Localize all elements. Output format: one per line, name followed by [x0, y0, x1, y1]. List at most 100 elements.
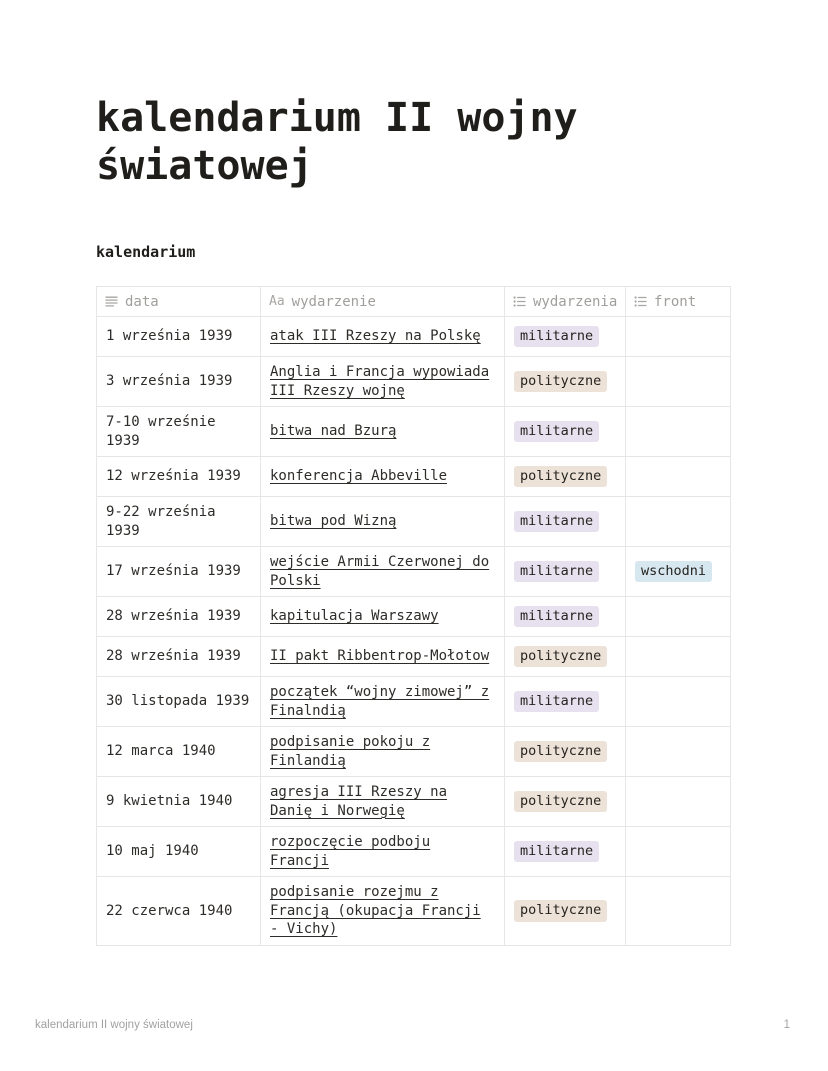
date-cell: 28 września 1939 [96, 596, 261, 637]
date-cell: 12 marca 1940 [96, 726, 261, 777]
date-cell: 28 września 1939 [96, 636, 261, 677]
tag-polityczne: polityczne [514, 370, 608, 393]
database-table: data Aa wydarzenie [96, 286, 731, 946]
event-cell: podpisanie rozejmu z Francją (okupacja F… [260, 876, 505, 946]
front-cell [625, 406, 731, 457]
event-link[interactable]: atak III Rzeszy na Polskę [270, 328, 481, 345]
category-cell: polityczne [504, 636, 626, 677]
event-cell: agresja III Rzeszy na Danię i Norwegię [260, 776, 505, 827]
event-link[interactable]: podpisanie pokoju z Finlandią [270, 734, 431, 769]
tag-polityczne: polityczne [514, 740, 608, 763]
tag-polityczne: polityczne [514, 790, 608, 813]
event-link[interactable]: II pakt Ribbentrop-Mołotow [270, 648, 490, 665]
tag-militarne: militarne [514, 510, 600, 533]
front-cell [625, 316, 731, 357]
title-icon: Aa [269, 294, 285, 309]
date-cell: 9-22 września 1939 [96, 496, 261, 547]
table-row: 10 maj 1940 rozpoczęcie podboju Francji mi… [96, 826, 731, 877]
column-header-wydarzenia: wydarzenia [504, 286, 626, 317]
category-cell: polityczne [504, 876, 626, 946]
date-cell: 12 września 1939 [96, 456, 261, 497]
tag-polityczne: polityczne [514, 465, 608, 488]
front-cell [625, 636, 731, 677]
front-cell [625, 496, 731, 547]
category-cell: militarne [504, 496, 626, 547]
date-cell: 22 czerwca 1940 [96, 876, 261, 946]
column-label: wydarzenie [291, 293, 376, 310]
date-cell: 30 listopada 1939 [96, 676, 261, 727]
table-header-row: data Aa wydarzenie [96, 286, 731, 317]
page-footer: kalendarium II wojny światowej 1 [35, 1019, 790, 1031]
event-cell: podpisanie pokoju z Finlandią [260, 726, 505, 777]
table-row: 9-22 września 1939 bitwa pod Wizną militar… [96, 496, 731, 547]
tag-militarne: militarne [514, 840, 600, 863]
footer-doc-title: kalendarium II wojny światowej [35, 1019, 193, 1031]
category-cell: militarne [504, 406, 626, 457]
front-cell [625, 356, 731, 407]
table-row: 3 września 1939 Anglia i Francja wypowiad… [96, 356, 731, 407]
front-cell [625, 726, 731, 777]
front-cell [625, 876, 731, 946]
event-link[interactable]: początek “wojny zimowej” z Finalndią [270, 684, 490, 719]
event-link[interactable]: bitwa pod Wizną [270, 513, 397, 530]
column-header-data: data [96, 286, 261, 317]
event-cell: wejście Armii Czerwonej do Polski [260, 546, 505, 597]
table-row: 7-10 wrześnie 1939 bitwa nad Bzurą militar… [96, 406, 731, 457]
footer-page-number: 1 [783, 1019, 790, 1031]
table-row: 22 czerwca 1940 podpisanie rozejmu z Fran… [96, 876, 731, 946]
event-cell: kapitulacja Warszawy [260, 596, 505, 637]
category-cell: militarne [504, 676, 626, 727]
front-cell [625, 776, 731, 827]
event-cell: II pakt Ribbentrop-Mołotow [260, 636, 505, 677]
date-cell: 17 września 1939 [96, 546, 261, 597]
bulleted-list-icon [513, 296, 526, 307]
date-cell: 3 września 1939 [96, 356, 261, 407]
event-link[interactable]: agresja III Rzeszy na Danię i Norwegię [270, 784, 448, 819]
category-cell: militarne [504, 316, 626, 357]
event-cell: Anglia i Francja wypowiada III Rzeszy wo… [260, 356, 505, 407]
event-link[interactable]: rozpoczęcie podboju Francji [270, 834, 431, 869]
column-label: front [654, 293, 697, 310]
align-justify-icon [105, 296, 118, 307]
front-cell: wschodni [625, 546, 731, 597]
column-label: data [125, 293, 159, 310]
event-cell: początek “wojny zimowej” z Finalndią [260, 676, 505, 727]
category-cell: polityczne [504, 776, 626, 827]
category-cell: polityczne [504, 356, 626, 407]
event-link[interactable]: kapitulacja Warszawy [270, 608, 439, 625]
column-header-front: front [625, 286, 731, 317]
front-cell [625, 826, 731, 877]
tag-militarne: militarne [514, 560, 600, 583]
event-link[interactable]: bitwa nad Bzurą [270, 423, 397, 440]
table-row: 12 marca 1940 podpisanie pokoju z Finland… [96, 726, 731, 777]
table-row: 30 listopada 1939 początek “wojny zimowej… [96, 676, 731, 727]
tag-polityczne: polityczne [514, 645, 608, 668]
date-cell: 7-10 wrześnie 1939 [96, 406, 261, 457]
bulleted-list-icon [634, 296, 647, 307]
front-cell [625, 456, 731, 497]
tag-militarne: militarne [514, 690, 600, 713]
event-link[interactable]: wejście Armii Czerwonej do Polski [270, 554, 490, 589]
tag-militarne: militarne [514, 325, 600, 348]
column-label: wydarzenia [533, 293, 618, 310]
event-cell: rozpoczęcie podboju Francji [260, 826, 505, 877]
event-link[interactable]: konferencja Abbeville [270, 468, 448, 485]
page-content: kalendarium II wojny światowej kalendari… [96, 95, 731, 946]
tag-militarne: militarne [514, 605, 600, 628]
event-cell: bitwa pod Wizną [260, 496, 505, 547]
table-row: 12 września 1939 konferencja Abbeville pol… [96, 456, 731, 497]
table-row: 1 września 1939 atak III Rzeszy na Polskę… [96, 316, 731, 357]
column-header-wydarzenie: Aa wydarzenie [260, 286, 505, 317]
event-link[interactable]: podpisanie rozejmu z Francją (okupacja F… [270, 884, 481, 937]
front-cell [625, 676, 731, 727]
category-cell: militarne [504, 596, 626, 637]
section-header: kalendarium [96, 243, 196, 261]
event-cell: konferencja Abbeville [260, 456, 505, 497]
table-row: 28 września 1939 kapitulacja Warszawy mili… [96, 596, 731, 637]
event-link[interactable]: Anglia i Francja wypowiada III Rzeszy wo… [270, 364, 490, 399]
date-cell: 9 kwietnia 1940 [96, 776, 261, 827]
event-cell: atak III Rzeszy na Polskę [260, 316, 505, 357]
tag-wschodni: wschodni [635, 560, 713, 583]
table-row: 9 kwietnia 1940 agresja III Rzeszy na Dan… [96, 776, 731, 827]
event-cell: bitwa nad Bzurą [260, 406, 505, 457]
